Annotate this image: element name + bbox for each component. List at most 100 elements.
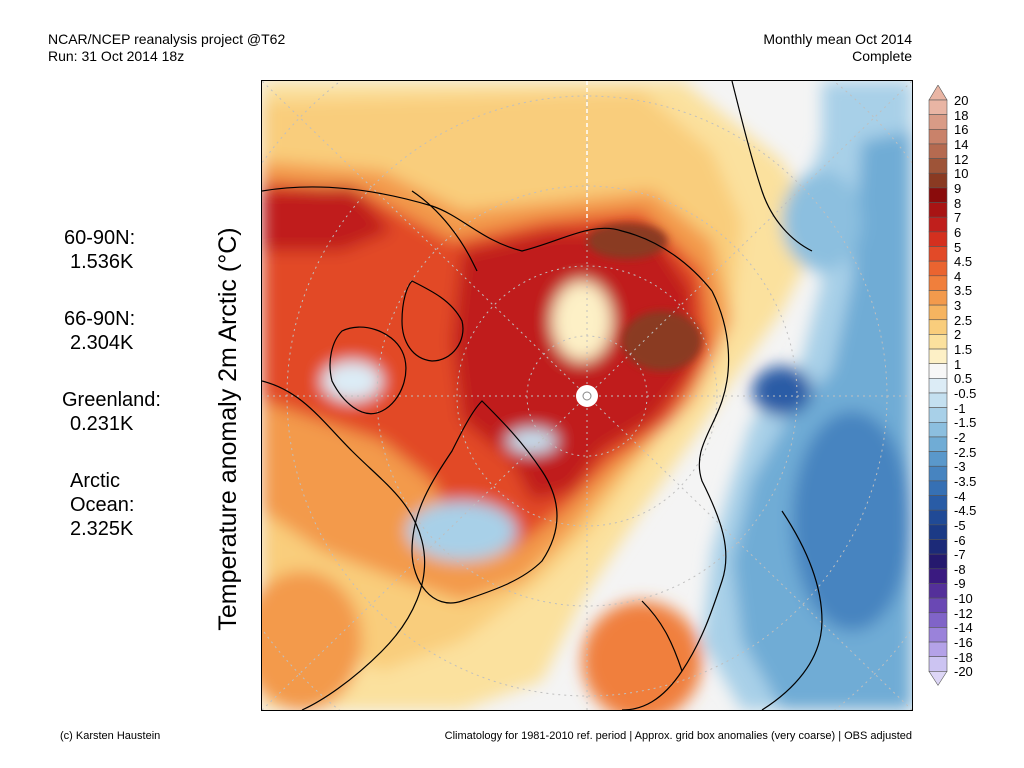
colorbar-tick-label: -5 [954, 517, 966, 533]
colorbar-tick-label: -4 [954, 488, 966, 504]
colorbar-tick-label: 4 [954, 268, 962, 284]
model-title: NCAR/NCEP reanalysis project @T62 [48, 31, 286, 47]
colorbar-tick-label: -20 [954, 664, 973, 680]
colorbar-tick-label: -3.5 [954, 473, 977, 489]
coastlines [262, 81, 823, 710]
stat-value: 2.304K [70, 332, 134, 354]
colorbar-tick-label: 3.5 [954, 283, 973, 299]
stat-value: 2.325K [70, 518, 134, 540]
colorbar-tick-label: -12 [954, 605, 973, 621]
colorbar-tick-label: 2 [954, 327, 962, 343]
colorbar-tick-label: -1 [954, 400, 966, 416]
colorbar-tick-label: 1 [954, 356, 962, 372]
colorbar-tick-label: -2 [954, 429, 966, 445]
colorbar-tick-label: 8 [954, 195, 962, 211]
stat-value: 1.536K [70, 251, 134, 273]
colorbar-swatch [928, 290, 948, 306]
colorbar-tick-label: -9 [954, 576, 966, 592]
graticule [262, 81, 912, 710]
colorbar-bottom-arrow [928, 671, 948, 686]
colorbar-tick-label: 6 [954, 224, 962, 240]
stat-greenland: Greenland: 0.231K [62, 388, 161, 436]
colorbar-tick-label: 10 [954, 166, 969, 182]
colorbar-swatch [928, 304, 948, 321]
period-title: Monthly mean Oct 2014 [763, 31, 912, 47]
colorbar-swatch [928, 275, 948, 291]
completeness-status: Complete [852, 48, 912, 64]
colorbar-swatch [928, 656, 948, 672]
colorbar-swatch [928, 583, 948, 599]
colorbar-tick-label: 20 [954, 93, 969, 108]
colorbar-tick-label: 16 [954, 122, 969, 138]
colorbar-swatch [928, 465, 948, 482]
footer-note: Climatology for 1981-2010 ref. period | … [444, 730, 912, 742]
colorbar-tick-label: 1.5 [954, 342, 973, 358]
colorbar-swatch [928, 260, 948, 277]
stat-label: Arctic [70, 470, 120, 492]
colorbar-tick-label: 2.5 [954, 312, 973, 328]
colorbar-swatch [928, 451, 948, 467]
header-left: NCAR/NCEP reanalysis project @T62 Run: 3… [48, 31, 285, 65]
colorbar-tick-label: -7 [954, 547, 966, 563]
header-right: Monthly mean Oct 2014 Complete [763, 31, 912, 65]
colorbar-swatch [928, 202, 948, 218]
colorbar-swatch [928, 568, 948, 584]
colorbar-top-arrow [928, 84, 948, 101]
colorbar-tick-label: -2.5 [954, 444, 977, 460]
colorbar-swatch [928, 524, 948, 540]
colorbar-swatch [928, 407, 948, 423]
north-pole-marker [576, 385, 598, 407]
colorbar-swatch [928, 495, 948, 511]
colorbar-tick-label: 4.5 [954, 254, 973, 270]
stat-label: Ocean: [70, 494, 135, 516]
colorbar-swatch [928, 363, 948, 379]
colorbar-tick-label: -14 [954, 620, 973, 636]
colorbar-swatch [928, 231, 948, 247]
colorbar-tick-label: 9 [954, 180, 962, 196]
colorbar-swatch [928, 143, 948, 159]
colorbar-swatch [928, 641, 948, 657]
colorbar-swatch [928, 216, 948, 233]
colorbar-tick-label: -6 [954, 532, 966, 548]
colorbar-tick-label: -3 [954, 459, 966, 475]
colorbar-tick-label: 14 [954, 136, 969, 152]
colorbar-tick-label: -10 [954, 591, 973, 607]
colorbar-swatch [928, 597, 948, 614]
stat-label: 60-90N: [64, 227, 136, 249]
colorbar-tick-label: 0.5 [954, 371, 973, 387]
colorbar-tick-label: -4.5 [954, 503, 977, 519]
colorbar-swatch [928, 172, 948, 189]
colorbar-swatch [928, 187, 948, 203]
colorbar-tick-label: -16 [954, 635, 973, 651]
colorbar-swatch [928, 348, 948, 364]
anomaly-map [261, 80, 913, 711]
colorbar-swatch [928, 246, 948, 262]
colorbar-swatch [928, 612, 948, 628]
colorbar-swatch [928, 99, 948, 115]
colorbar-swatch [928, 553, 948, 570]
colorbar [928, 84, 950, 710]
colorbar-tick-label: -8 [954, 561, 966, 577]
stat-label: Greenland: [62, 389, 161, 411]
colorbar-swatch [928, 509, 948, 526]
stat-60-90n: 60-90N: 1.536K [64, 226, 135, 274]
colorbar-swatch [928, 421, 948, 438]
colorbar-swatch [928, 334, 948, 350]
colorbar-swatch [928, 436, 948, 452]
colorbar-tick-label: -1.5 [954, 415, 977, 431]
stat-66-90n: 66-90N: 2.304K [64, 307, 135, 355]
run-date: Run: 31 Oct 2014 18z [48, 48, 185, 64]
colorbar-swatch [928, 319, 948, 335]
colorbar-swatch [928, 158, 948, 174]
footer-credit: (c) Karsten Haustein [60, 730, 161, 742]
stat-arctic-ocean: Arctic Ocean: 2.325K [70, 469, 134, 541]
colorbar-tick-label: -18 [954, 649, 973, 665]
y-axis-label: Temperature anomaly 2m Arctic (°C) [214, 227, 242, 631]
colorbar-tick-label: 3 [954, 298, 962, 314]
stat-value: 0.231K [70, 413, 134, 435]
colorbar-swatch [928, 539, 948, 555]
colorbar-tick-label: 7 [954, 210, 962, 226]
colorbar-swatch [928, 480, 948, 496]
stat-label: 66-90N: [64, 308, 136, 330]
colorbar-swatch [928, 114, 948, 130]
